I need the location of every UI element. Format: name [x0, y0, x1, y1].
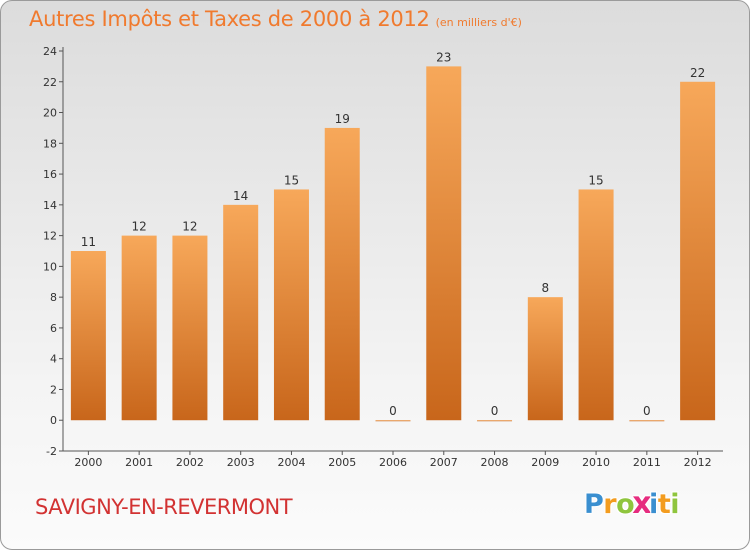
bar — [477, 420, 513, 422]
x-tick-label: 2012 — [684, 456, 712, 469]
bar — [578, 189, 614, 421]
proxiti-logo[interactable]: Proxiti — [584, 486, 679, 521]
x-tick-label: 2007 — [430, 456, 458, 469]
bar — [273, 189, 309, 421]
logo-letter: P — [584, 489, 604, 520]
y-tick-label: 18 — [43, 137, 57, 150]
data-label: 0 — [491, 404, 499, 418]
data-label: 19 — [335, 112, 350, 126]
data-label: 14 — [233, 189, 248, 203]
bar — [121, 235, 157, 421]
bar — [426, 66, 462, 421]
data-label: 22 — [690, 66, 705, 80]
logo-letter: r — [603, 489, 617, 520]
bar — [680, 81, 716, 421]
y-tick-label: 22 — [43, 76, 57, 89]
y-tick-label: 12 — [43, 230, 57, 243]
y-tick-label: 2 — [50, 383, 57, 396]
y-tick-label: 4 — [50, 353, 57, 366]
y-tick-label: 10 — [43, 260, 57, 273]
logo-letter: i — [670, 489, 679, 520]
bar — [223, 204, 259, 421]
data-label: 15 — [284, 173, 299, 187]
x-tick-label: 2000 — [74, 456, 102, 469]
data-label: 15 — [588, 173, 603, 187]
y-tick-label: 8 — [50, 291, 57, 304]
x-tick-label: 2005 — [328, 456, 356, 469]
logo-letter: i — [649, 489, 658, 520]
data-label: 11 — [81, 235, 96, 249]
data-label: 23 — [436, 50, 451, 64]
logo-letter: t — [657, 489, 671, 520]
y-tick-label: 20 — [43, 107, 57, 120]
bar — [324, 127, 360, 421]
y-tick-label: 14 — [43, 199, 57, 212]
bar — [629, 420, 665, 422]
x-tick-label: 2011 — [633, 456, 661, 469]
logo-letter: x — [632, 486, 652, 521]
y-tick-label: -2 — [46, 445, 57, 458]
x-tick-label: 2002 — [176, 456, 204, 469]
bar — [375, 420, 411, 422]
chart-title-text: Autres Impôts et Taxes de 2000 à 2012 — [29, 7, 430, 31]
x-tick-label: 2010 — [582, 456, 610, 469]
x-tick-label: 2004 — [277, 456, 305, 469]
y-tick-label: 6 — [50, 322, 57, 335]
chart-subtitle: (en milliers d'€) — [435, 16, 522, 29]
logo-letter: o — [616, 489, 635, 520]
y-tick-label: 24 — [43, 45, 57, 58]
data-label: 0 — [389, 404, 397, 418]
x-tick-label: 2001 — [125, 456, 153, 469]
y-tick-label: 16 — [43, 168, 57, 181]
x-tick-label: 2008 — [481, 456, 509, 469]
data-label: 12 — [132, 220, 147, 234]
x-tick-label: 2006 — [379, 456, 407, 469]
bar — [70, 251, 106, 421]
data-label: 12 — [182, 220, 197, 234]
bar — [527, 297, 563, 421]
chart-title: Autres Impôts et Taxes de 2000 à 2012 (en… — [29, 7, 522, 31]
x-tick-label: 2009 — [531, 456, 559, 469]
town-name: SAVIGNY-EN-REVERMONT — [35, 495, 293, 519]
data-label: 0 — [643, 404, 651, 418]
x-tick-label: 2003 — [227, 456, 255, 469]
bar — [172, 235, 208, 421]
y-tick-label: 0 — [50, 414, 57, 427]
data-label: 8 — [541, 281, 549, 295]
